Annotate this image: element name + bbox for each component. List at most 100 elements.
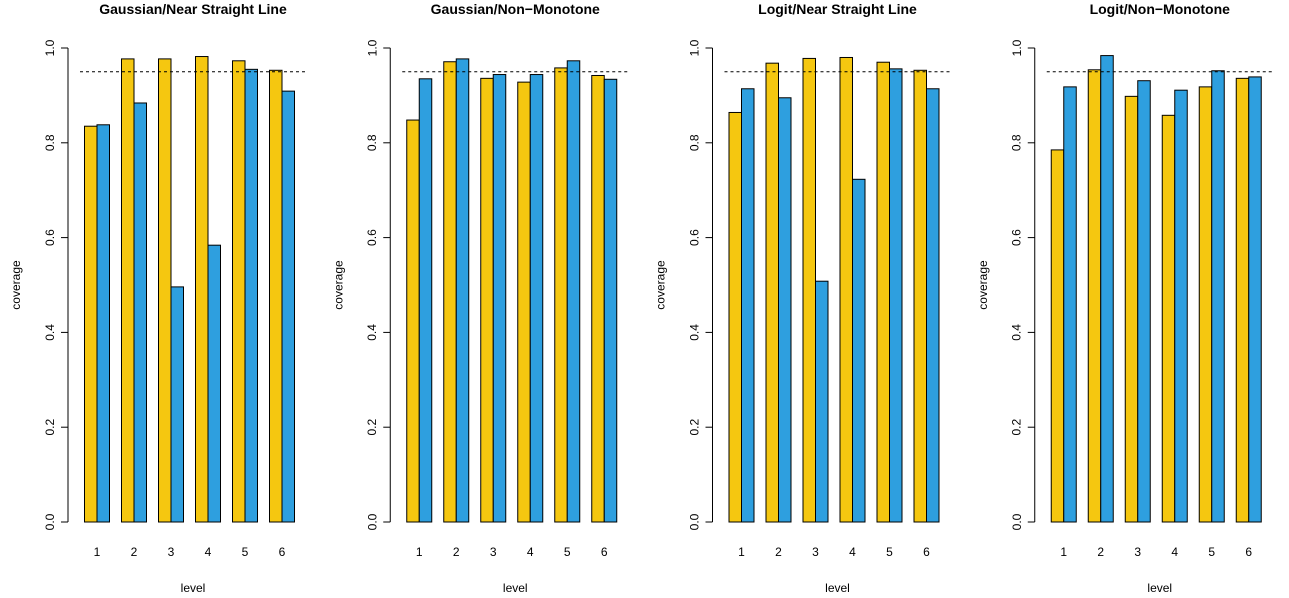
bar-series1-level1: [1050, 149, 1065, 523]
x-axis-label: level: [181, 581, 206, 595]
x-tick-label: 5: [564, 545, 571, 559]
bar-series2-level5: [889, 68, 903, 523]
bar-series2-level3: [492, 74, 507, 523]
chart-title: Gaussian/Non−Monotone: [431, 1, 600, 17]
y-tick-label: 0.4: [43, 324, 57, 341]
bar-series1-level2: [121, 58, 135, 523]
bar-series2-level2: [778, 97, 792, 523]
y-tick-label: 0.6: [365, 229, 379, 246]
x-tick-label: 6: [279, 545, 286, 559]
x-tick-label: 3: [168, 545, 175, 559]
bar-series2-level6: [603, 78, 618, 523]
y-tick-label: 0.0: [365, 513, 379, 530]
x-tick-label: 3: [1134, 545, 1141, 559]
x-tick-label: 4: [1171, 545, 1178, 559]
bar-series2-level6: [926, 88, 940, 523]
bar-series1-level2: [443, 61, 457, 523]
bar-series1-level5: [1198, 86, 1213, 523]
x-tick-label: 1: [94, 545, 101, 559]
bar-series2-level4: [207, 244, 221, 523]
bar-series1-level5: [876, 61, 890, 523]
y-tick-label: 0.2: [43, 419, 57, 436]
bar-series1-level1: [406, 119, 420, 523]
x-tick-label: 5: [242, 545, 249, 559]
x-tick-label: 1: [738, 545, 745, 559]
y-axis-label: coverage: [9, 260, 23, 310]
bar-series2-level1: [1063, 86, 1077, 523]
chart-panel-2: Gaussian/Non−Monotone 0.0 0.2 0.4 0.6 0.8 1.0 c…: [331, 1, 628, 595]
y-tick-label: 0.8: [688, 134, 702, 151]
chart-panel-3: Logit/Near Straight Line 0.0 0.2 0.4 0.6 0.8 1…: [654, 1, 950, 595]
y-tick-label: 0.0: [1010, 513, 1024, 530]
x-tick-label: 4: [527, 545, 534, 559]
chart-title: Gaussian/Near Straight Line: [99, 1, 287, 17]
x-tick-label: 2: [453, 545, 460, 559]
bar-series1-level6: [269, 69, 283, 523]
y-tick-label: 1.0: [1010, 39, 1024, 56]
bar-series2-level2: [1100, 55, 1114, 523]
bar-series2-level5: [566, 60, 581, 523]
bar-series2-level5: [1211, 70, 1225, 523]
x-tick-label: 4: [205, 545, 212, 559]
bar-series2-level3: [170, 286, 184, 523]
x-tick-label: 6: [923, 545, 930, 559]
y-tick-label: 0.8: [1010, 134, 1024, 151]
bar-series1-level4: [839, 56, 853, 523]
chart-title: Logit/Near Straight Line: [758, 1, 917, 17]
x-tick-label: 1: [1060, 545, 1067, 559]
bar-series2-level6: [281, 90, 295, 523]
x-tick-label: 4: [849, 545, 856, 559]
x-axis-label: level: [1147, 581, 1172, 595]
y-axis-label: coverage: [331, 260, 345, 310]
y-axis-label: coverage: [976, 260, 990, 310]
x-tick-label: 1: [416, 545, 423, 559]
bar-series1-level1: [728, 111, 742, 523]
bar-series2-level3: [815, 280, 829, 523]
y-axis-label: coverage: [654, 260, 668, 310]
y-tick-label: 0.8: [365, 134, 379, 151]
x-tick-label: 2: [1097, 545, 1104, 559]
x-tick-label: 3: [490, 545, 497, 559]
x-axis-label: level: [503, 581, 528, 595]
x-tick-label: 3: [812, 545, 819, 559]
bar-series1-level3: [802, 57, 816, 523]
bar-series1-level2: [1087, 69, 1102, 523]
bar-series1-level3: [1124, 95, 1139, 523]
bar-series1-level1: [84, 125, 98, 523]
bar-series2-level5: [244, 68, 258, 523]
y-tick-label: 0.6: [688, 229, 702, 246]
bar-series2-level4: [1174, 89, 1188, 523]
bar-series2-level2: [455, 58, 470, 523]
y-tick-label: 1.0: [365, 39, 379, 56]
bar-series1-level3: [158, 58, 172, 523]
bar-series2-level2: [133, 102, 147, 523]
y-tick-label: 0.0: [43, 513, 57, 530]
y-tick-label: 0.6: [43, 229, 57, 246]
y-tick-label: 0.2: [365, 419, 379, 436]
bar-series2-level6: [1248, 76, 1262, 523]
x-tick-label: 5: [1208, 545, 1215, 559]
x-tick-label: 5: [886, 545, 893, 559]
y-tick-label: 0.4: [688, 324, 702, 341]
y-tick-label: 0.2: [1010, 419, 1024, 436]
bar-series1-level5: [232, 60, 246, 523]
bar-series2-level1: [96, 124, 110, 523]
chart-panel-1: Gaussian/Near Straight Line 0.0 0.2 0.4 0.6 0…: [9, 1, 305, 595]
bar-series2-level4: [529, 74, 544, 523]
y-tick-label: 0.2: [688, 419, 702, 436]
bar-series1-level2: [765, 62, 779, 523]
y-tick-label: 0.6: [1010, 229, 1024, 246]
chart-panel-4: Logit/Non−Monotone 0.0 0.2 0.4 0.6 0.8 1.0 cove…: [976, 1, 1272, 595]
bar-series1-level3: [480, 77, 494, 523]
bar-series2-level4: [852, 178, 866, 523]
bar-series1-level4: [517, 81, 531, 523]
y-tick-label: 0.0: [688, 513, 702, 530]
bar-series1-level4: [195, 56, 209, 523]
y-tick-label: 0.4: [365, 324, 379, 341]
x-axis-label: level: [825, 581, 850, 595]
bar-series1-level4: [1161, 114, 1176, 523]
y-tick-label: 0.8: [43, 134, 57, 151]
x-tick-label: 2: [131, 545, 138, 559]
bar-series1-level6: [1235, 77, 1250, 523]
